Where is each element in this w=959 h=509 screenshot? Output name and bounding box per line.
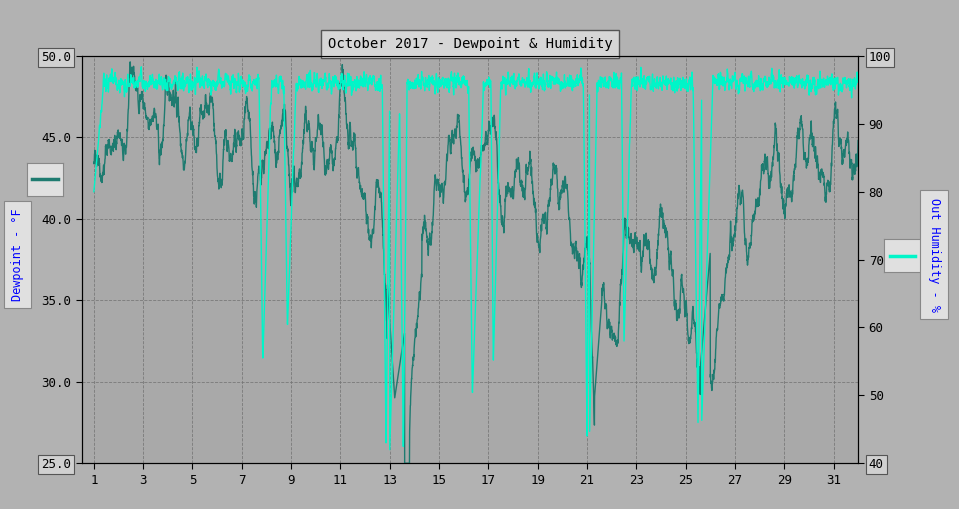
Text: Dewpoint - °F: Dewpoint - °F <box>11 208 24 301</box>
Text: Out Humidity - %: Out Humidity - % <box>927 197 941 312</box>
Title: October 2017 - Dewpoint & Humidity: October 2017 - Dewpoint & Humidity <box>328 37 612 51</box>
